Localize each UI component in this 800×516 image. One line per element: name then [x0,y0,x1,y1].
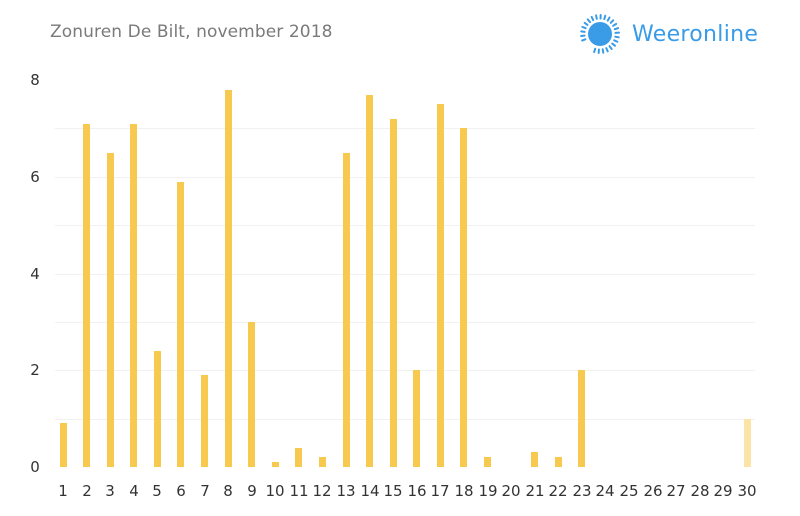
x-tick-label: 6 [176,482,186,500]
y-tick-label: 6 [30,168,40,186]
gridline [55,322,755,323]
x-tick-label: 30 [737,482,757,500]
gridline [55,177,755,178]
bar-day-15[interactable] [390,119,397,467]
bar-day-30[interactable] [744,419,751,467]
bar-day-2[interactable] [83,124,90,467]
x-tick-label: 12 [312,482,332,500]
x-tick-label: 25 [619,482,639,500]
gridline [55,419,755,420]
y-tick-label: 8 [30,71,40,89]
x-tick-label: 9 [247,482,257,500]
y-tick-label: 4 [30,265,40,283]
bar-day-11[interactable] [295,448,302,467]
x-tick-label: 17 [430,482,450,500]
bar-day-22[interactable] [555,457,562,467]
x-tick-label: 18 [454,482,474,500]
x-tick-label: 14 [360,482,380,500]
x-tick-label: 28 [690,482,710,500]
bar-day-9[interactable] [248,322,255,467]
bar-day-16[interactable] [413,370,420,467]
x-tick-label: 11 [289,482,309,500]
y-tick-label: 2 [30,361,40,379]
x-tick-label: 1 [58,482,68,500]
bar-day-7[interactable] [201,375,208,467]
x-tick-label: 15 [383,482,403,500]
bar-day-12[interactable] [319,457,326,467]
bar-day-8[interactable] [225,90,232,467]
x-tick-label: 22 [548,482,568,500]
bar-day-14[interactable] [366,95,373,467]
gridline [55,225,755,226]
bar-day-19[interactable] [484,457,491,467]
gridline [55,128,755,129]
x-tick-label: 16 [407,482,427,500]
bar-day-5[interactable] [154,351,161,467]
x-tick-label: 8 [223,482,233,500]
bar-day-18[interactable] [460,128,467,467]
y-tick-label: 0 [30,458,40,476]
x-tick-label: 3 [105,482,115,500]
x-tick-label: 4 [129,482,139,500]
bar-day-6[interactable] [177,182,184,467]
bar-day-17[interactable] [437,104,444,467]
x-tick-label: 29 [713,482,733,500]
x-tick-label: 5 [152,482,162,500]
x-tick-label: 2 [82,482,92,500]
bar-day-21[interactable] [531,452,538,467]
gridline [55,370,755,371]
bar-day-3[interactable] [107,153,114,467]
x-tick-label: 10 [265,482,285,500]
bar-day-23[interactable] [578,370,585,467]
sun-icon [580,14,620,54]
x-tick-label: 27 [666,482,686,500]
bar-day-1[interactable] [60,423,67,467]
brand-name: Weeronline [632,21,759,47]
bar-day-10[interactable] [272,462,279,467]
chart-title: Zonuren De Bilt, november 2018 [50,22,333,42]
bar-day-4[interactable] [130,124,137,467]
bar-day-13[interactable] [343,153,350,467]
x-tick-label: 19 [478,482,498,500]
x-tick-label: 13 [336,482,356,500]
x-tick-label: 26 [643,482,663,500]
x-tick-label: 21 [525,482,545,500]
brand-logo: Weeronline [580,12,758,56]
gridline [55,274,755,275]
x-tick-label: 23 [572,482,592,500]
x-tick-label: 7 [200,482,210,500]
x-tick-label: 24 [595,482,615,500]
x-tick-label: 20 [501,482,521,500]
